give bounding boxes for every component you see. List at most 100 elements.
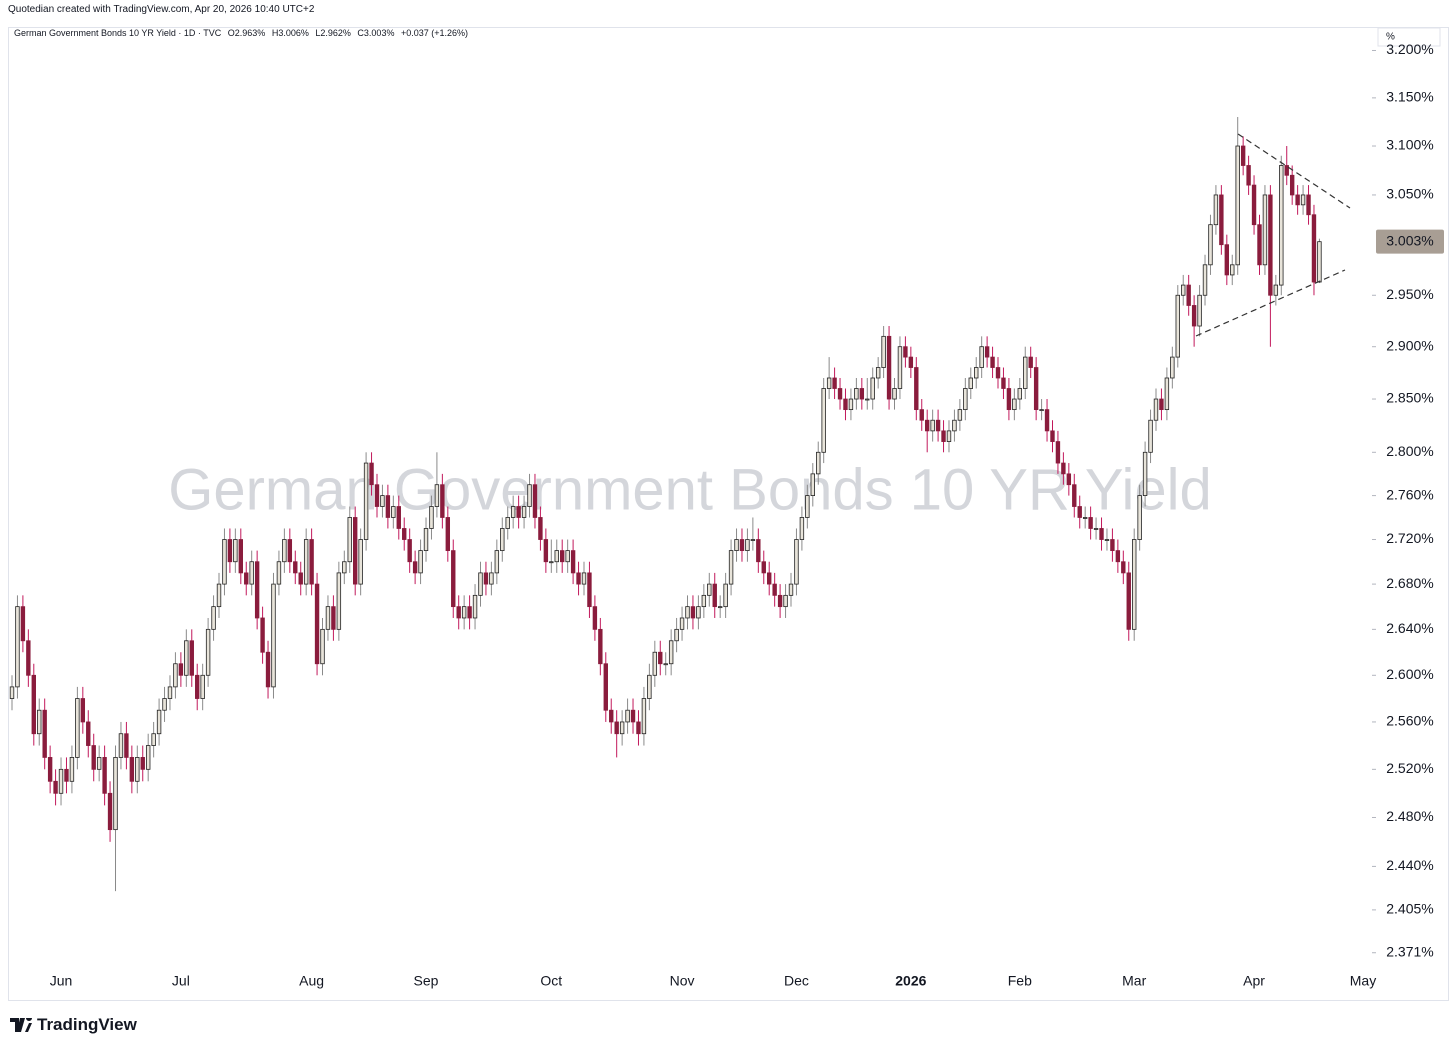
candle-body bbox=[630, 709, 636, 723]
candle-body bbox=[42, 709, 47, 758]
candle-body bbox=[805, 495, 810, 518]
candle-body bbox=[118, 733, 124, 758]
candle-body bbox=[974, 367, 979, 379]
candle-body bbox=[1061, 462, 1066, 475]
candle-body bbox=[1115, 550, 1121, 563]
candle-body bbox=[1023, 356, 1028, 389]
candle-body bbox=[1044, 409, 1050, 432]
candle-body bbox=[750, 539, 756, 541]
candle-body bbox=[80, 698, 86, 723]
candles bbox=[9, 117, 1322, 892]
y-tick-label: 2.640% bbox=[1386, 620, 1433, 636]
candle-body bbox=[314, 583, 320, 665]
candle-body bbox=[200, 674, 205, 699]
candle-body bbox=[772, 583, 777, 596]
candle-body bbox=[1142, 451, 1148, 496]
candle-body bbox=[897, 346, 903, 389]
candle-body bbox=[581, 572, 587, 585]
candle-body bbox=[1279, 165, 1284, 286]
candle-body bbox=[957, 409, 963, 421]
legend-value: L2.962% bbox=[315, 28, 351, 38]
candle-body bbox=[342, 561, 347, 574]
candle-body bbox=[271, 583, 276, 688]
candle-body bbox=[1132, 539, 1137, 630]
candle-body bbox=[837, 388, 843, 400]
footer-brand: TradingView bbox=[37, 1015, 137, 1034]
candle-body bbox=[701, 594, 707, 608]
candle-body bbox=[124, 733, 129, 758]
logo-icon bbox=[10, 1018, 32, 1032]
x-tick-label: Sep bbox=[414, 973, 439, 989]
candle-body bbox=[859, 388, 865, 400]
candle-body bbox=[777, 594, 783, 608]
candle-body bbox=[418, 550, 423, 574]
candle-body bbox=[325, 606, 331, 630]
candle-body bbox=[848, 398, 854, 411]
candle-body bbox=[1028, 356, 1033, 368]
candle-body bbox=[467, 606, 472, 619]
candle-body bbox=[478, 572, 483, 596]
candle-body bbox=[1300, 194, 1306, 206]
last-price-label: 3.003% bbox=[1386, 232, 1433, 248]
candle-body bbox=[984, 346, 990, 358]
candle-body bbox=[1082, 517, 1088, 519]
candle-body bbox=[560, 550, 565, 563]
y-tick-label: 2.720% bbox=[1386, 530, 1433, 546]
candle-body bbox=[614, 721, 619, 735]
candle-body bbox=[685, 606, 690, 619]
y-tick-label: 2.850% bbox=[1386, 390, 1433, 406]
candle-body bbox=[1093, 528, 1099, 530]
candle-body bbox=[1306, 194, 1311, 216]
candle-body bbox=[723, 583, 728, 608]
candle-body bbox=[102, 757, 107, 794]
candle-body bbox=[1181, 284, 1186, 296]
candle-body bbox=[870, 377, 875, 400]
x-tick-label: May bbox=[1350, 973, 1376, 989]
candle-body bbox=[423, 528, 429, 552]
candle-body bbox=[1289, 174, 1295, 196]
candle-body bbox=[1268, 194, 1273, 296]
candle-body bbox=[543, 539, 549, 563]
candle-body bbox=[494, 550, 500, 574]
candle-body bbox=[532, 484, 538, 518]
candle-body bbox=[1148, 419, 1153, 453]
y-tick-label: 2.600% bbox=[1386, 666, 1433, 682]
candle-body bbox=[647, 674, 652, 699]
candle-body bbox=[930, 419, 935, 432]
candle-body bbox=[549, 561, 554, 564]
candle-body bbox=[244, 572, 249, 585]
candle-body bbox=[886, 335, 892, 400]
candle-body bbox=[20, 606, 26, 642]
candle-body bbox=[293, 561, 298, 574]
candle-body bbox=[184, 640, 189, 676]
y-tick-label: 3.100% bbox=[1386, 137, 1433, 153]
candle-body bbox=[968, 377, 973, 389]
candle-body bbox=[854, 388, 859, 400]
candle-body bbox=[58, 768, 64, 794]
candle-body bbox=[1295, 194, 1300, 206]
candle-body bbox=[178, 663, 184, 676]
candle-body bbox=[761, 561, 766, 574]
candle-body bbox=[331, 606, 336, 630]
candle-body bbox=[892, 388, 897, 400]
candle-body bbox=[1257, 224, 1262, 266]
candle-body bbox=[309, 539, 314, 585]
y-tick-label: 2.440% bbox=[1386, 857, 1433, 873]
candle-body bbox=[903, 346, 908, 358]
candle-body bbox=[783, 594, 788, 608]
candle-body bbox=[380, 495, 385, 507]
candle-body bbox=[652, 651, 658, 676]
x-tick-label: Nov bbox=[670, 973, 695, 989]
candle-body bbox=[211, 606, 216, 630]
candle-body bbox=[222, 539, 227, 585]
candle-body bbox=[788, 583, 794, 596]
candle-body bbox=[260, 617, 265, 653]
candle-body bbox=[510, 506, 516, 518]
candle-body bbox=[995, 367, 1001, 379]
candle-body bbox=[489, 572, 494, 585]
legend: German Government Bonds 10 YR Yield · 1D… bbox=[14, 28, 472, 38]
candle-body bbox=[129, 757, 135, 782]
candle-body bbox=[173, 663, 178, 688]
candle-body bbox=[576, 572, 581, 585]
candle-body bbox=[396, 506, 401, 529]
